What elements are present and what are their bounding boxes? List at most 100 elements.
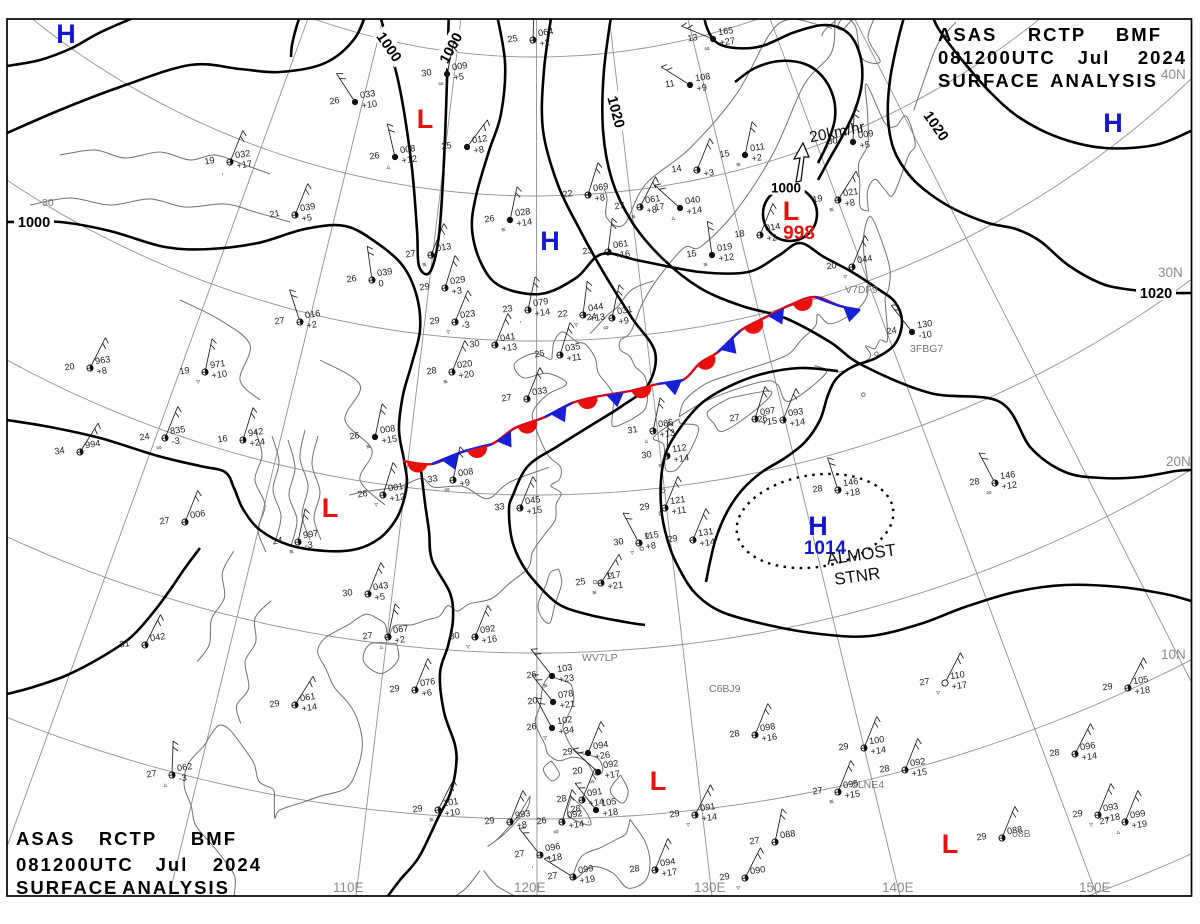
svg-text:008: 008 [399, 143, 416, 155]
svg-text:029: 029 [449, 274, 466, 286]
svg-text:067: 067 [392, 623, 409, 635]
svg-text:+17: +17 [604, 768, 621, 780]
svg-text:102: 102 [556, 714, 573, 726]
svg-text:WV7LP: WV7LP [582, 652, 618, 664]
svg-text:+18: +18 [844, 486, 861, 498]
svg-text:043: 043 [372, 580, 389, 592]
svg-text:▵: ▵ [163, 780, 168, 789]
svg-text:SURFACE: SURFACE [16, 877, 118, 898]
svg-text:H: H [540, 226, 560, 256]
svg-text:▵: ▵ [644, 436, 649, 445]
svg-text:30: 30 [641, 449, 653, 460]
svg-text:028: 028 [514, 206, 531, 218]
svg-text:RCTP: RCTP [1028, 24, 1086, 45]
svg-text:≡: ≡ [658, 461, 664, 471]
svg-text:+27: +27 [719, 35, 736, 47]
svg-text:-3: -3 [461, 320, 470, 331]
svg-text:+17: +17 [661, 866, 678, 878]
svg-text:≡: ≡ [422, 260, 428, 270]
svg-text:▵: ▵ [386, 162, 391, 171]
svg-text:094: 094 [592, 739, 609, 751]
svg-text:28: 28 [570, 803, 582, 814]
svg-text:ASAS: ASAS [16, 828, 75, 849]
svg-text:069: 069 [592, 181, 609, 193]
svg-text:035: 035 [564, 341, 581, 353]
svg-text:+9: +9 [696, 82, 708, 93]
svg-text:26: 26 [369, 150, 381, 161]
svg-text:+26: +26 [594, 749, 611, 761]
svg-text:099: 099 [577, 863, 594, 875]
svg-text:≡: ≡ [703, 260, 709, 270]
svg-text:≡: ≡ [829, 205, 835, 215]
svg-text:▿: ▿ [630, 548, 635, 557]
svg-text:▿: ▿ [543, 733, 548, 742]
svg-text:▿: ▿ [843, 272, 848, 281]
svg-text:,: , [519, 315, 522, 324]
svg-text:24: 24 [586, 311, 598, 322]
svg-text:061: 061 [644, 193, 661, 205]
svg-text:+3: +3 [451, 285, 463, 296]
svg-text:29: 29 [639, 501, 651, 512]
svg-text:+19: +19 [579, 873, 596, 885]
svg-text:092: 092 [479, 623, 496, 635]
svg-text:08B: 08B [1012, 828, 1031, 840]
svg-text:27: 27 [501, 392, 513, 403]
svg-text:40N: 40N [1161, 67, 1186, 82]
svg-text:≡: ≡ [501, 225, 507, 235]
svg-text:130: 130 [916, 318, 933, 330]
svg-text:092: 092 [602, 758, 619, 770]
svg-text:+12: +12 [389, 491, 406, 503]
svg-text:1000: 1000 [18, 215, 50, 231]
svg-text:L: L [942, 829, 959, 859]
svg-text:101: 101 [442, 796, 459, 808]
svg-text:L: L [322, 493, 339, 523]
svg-text:30: 30 [469, 338, 481, 349]
svg-text:22: 22 [557, 308, 569, 319]
svg-text:+14: +14 [686, 204, 703, 216]
svg-text:+12: +12 [401, 153, 418, 165]
svg-text:25: 25 [441, 140, 453, 151]
svg-text:098: 098 [759, 721, 776, 733]
svg-text:Jul: Jul [156, 854, 189, 875]
svg-text:+2: +2 [751, 152, 763, 163]
svg-text:009: 009 [451, 60, 468, 72]
svg-text:≡: ≡ [289, 547, 295, 557]
svg-text:150E: 150E [1079, 880, 1111, 895]
svg-text:008: 008 [457, 466, 474, 478]
svg-text:30N: 30N [1158, 265, 1183, 280]
svg-text:17: 17 [654, 201, 666, 212]
svg-text:096: 096 [544, 841, 561, 853]
svg-text:2024: 2024 [213, 854, 262, 875]
svg-text:▿: ▿ [736, 883, 741, 892]
svg-text:∞: ∞ [553, 827, 560, 837]
svg-text:11: 11 [664, 78, 675, 89]
svg-text:∞: ∞ [603, 323, 610, 333]
svg-text:≡: ≡ [366, 442, 372, 452]
svg-text:+24: +24 [249, 436, 266, 448]
svg-text:108: 108 [694, 71, 711, 83]
svg-text:092: 092 [566, 808, 583, 820]
svg-text:1000: 1000 [771, 180, 801, 195]
svg-text:29: 29 [389, 683, 401, 694]
svg-text:▿: ▿ [1089, 820, 1094, 829]
svg-text:088: 088 [1006, 824, 1023, 836]
svg-text:031: 031 [616, 304, 633, 316]
svg-text:+19: +19 [1131, 818, 1148, 830]
svg-text:26: 26 [526, 721, 538, 732]
svg-text:27: 27 [749, 835, 761, 846]
svg-text:963: 963 [94, 354, 111, 366]
svg-text:30: 30 [342, 587, 354, 598]
svg-text:994: 994 [84, 438, 101, 450]
svg-text:29: 29 [562, 746, 574, 757]
svg-text:33: 33 [427, 473, 439, 484]
svg-text:+18: +18 [546, 851, 563, 863]
svg-text:+15: +15 [761, 415, 778, 427]
svg-text:033: 033 [531, 385, 548, 397]
svg-text:24: 24 [272, 535, 284, 546]
svg-text:31: 31 [119, 638, 131, 649]
svg-text:100: 100 [868, 734, 885, 746]
svg-text:093: 093 [787, 406, 804, 418]
svg-text:+15: +15 [381, 433, 398, 445]
svg-text:29: 29 [667, 533, 679, 544]
svg-text:ANALYSIS: ANALYSIS [1050, 70, 1158, 91]
